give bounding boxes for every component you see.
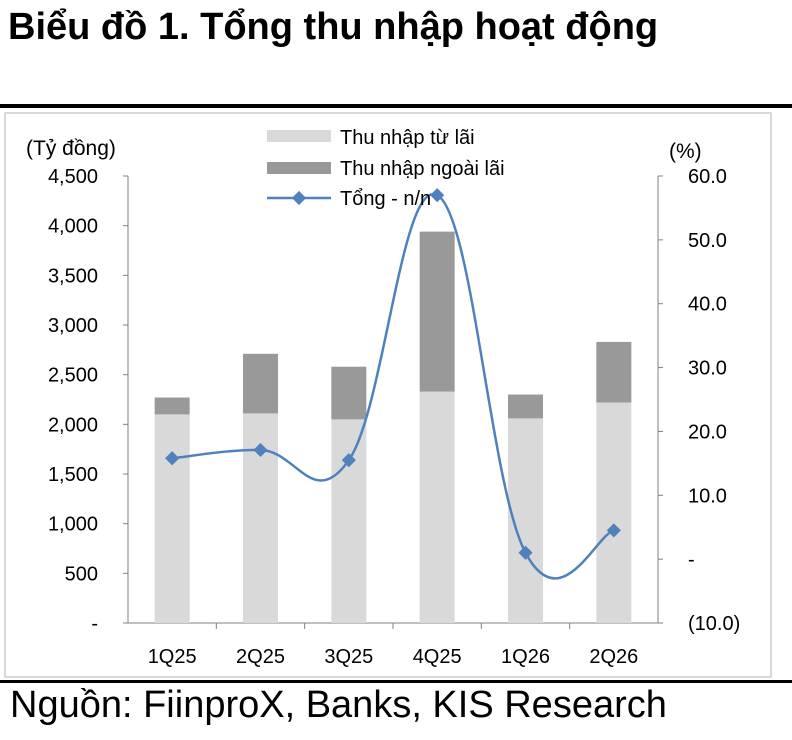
top-rule: [0, 104, 792, 108]
left-tick-label: 3,000: [48, 315, 98, 337]
chart-title: Biểu đồ 1. Tổng thu nhập hoạt động: [8, 6, 659, 48]
left-tick-label: 3,500: [48, 265, 98, 287]
bar-non-interest: [596, 341, 632, 403]
chart-panel: [4, 112, 772, 678]
left-tick-label: 2,000: [48, 414, 98, 436]
line-point: [253, 442, 268, 458]
line-point: [518, 545, 533, 560]
x-category-label: 4Q25: [413, 646, 462, 668]
right-tick-label: 10.0: [688, 485, 727, 507]
left-tick-label: 1,000: [48, 514, 98, 536]
bottom-rule: [0, 680, 792, 683]
legend-swatch-interest: [267, 130, 331, 142]
right-axis-title: (%): [669, 140, 702, 163]
left-tick-label: 500: [65, 563, 98, 585]
legend-label-line: Tổng - n/n: [340, 188, 431, 210]
bar-interest: [419, 391, 455, 623]
line-point: [165, 451, 180, 466]
source-note: Nguồn: FiinproX, Banks, KIS Research: [10, 684, 667, 726]
left-tick-label: 1,500: [48, 464, 98, 486]
line-series-yoy: [172, 193, 615, 580]
left-tick-label: 4,500: [48, 166, 98, 188]
bar-interest: [596, 402, 632, 623]
bar-non-interest: [331, 366, 367, 420]
x-category-label: 1Q26: [501, 646, 550, 668]
legend-label-interest: Thu nhập từ lãi: [340, 127, 475, 149]
right-tick-label: 50.0: [688, 230, 727, 252]
left-tick-label: -: [91, 613, 98, 635]
left-tick-label: 4,000: [48, 216, 98, 238]
line-point: [341, 453, 356, 468]
bar-non-interest: [419, 231, 455, 392]
line-point: [606, 523, 621, 538]
bar-non-interest: [154, 397, 190, 415]
right-tick-label: 20.0: [688, 421, 727, 443]
left-axis-title: (Tỷ đồng): [26, 137, 116, 160]
bar-interest: [331, 419, 367, 623]
left-tick-label: 2,500: [48, 365, 98, 387]
right-tick-label: 60.0: [688, 166, 727, 188]
x-category-label: 2Q26: [589, 646, 638, 668]
x-category-label: 2Q25: [236, 646, 285, 668]
bar-interest: [154, 414, 190, 623]
right-tick-label: 40.0: [688, 294, 727, 316]
right-tick-label: -: [688, 549, 695, 571]
legend-label-non-interest: Thu nhập ngoài lãi: [340, 158, 505, 180]
x-category-label: 3Q25: [324, 646, 373, 668]
legend-swatch-marker: [291, 190, 307, 206]
bar-non-interest: [508, 394, 543, 419]
legend-swatch-non-interest: [267, 162, 331, 174]
line-point: [430, 188, 445, 203]
bar-non-interest: [243, 353, 278, 414]
right-tick-label: (10.0): [688, 613, 740, 635]
x-category-label: 1Q25: [148, 646, 197, 668]
right-tick-label: 30.0: [688, 358, 727, 380]
